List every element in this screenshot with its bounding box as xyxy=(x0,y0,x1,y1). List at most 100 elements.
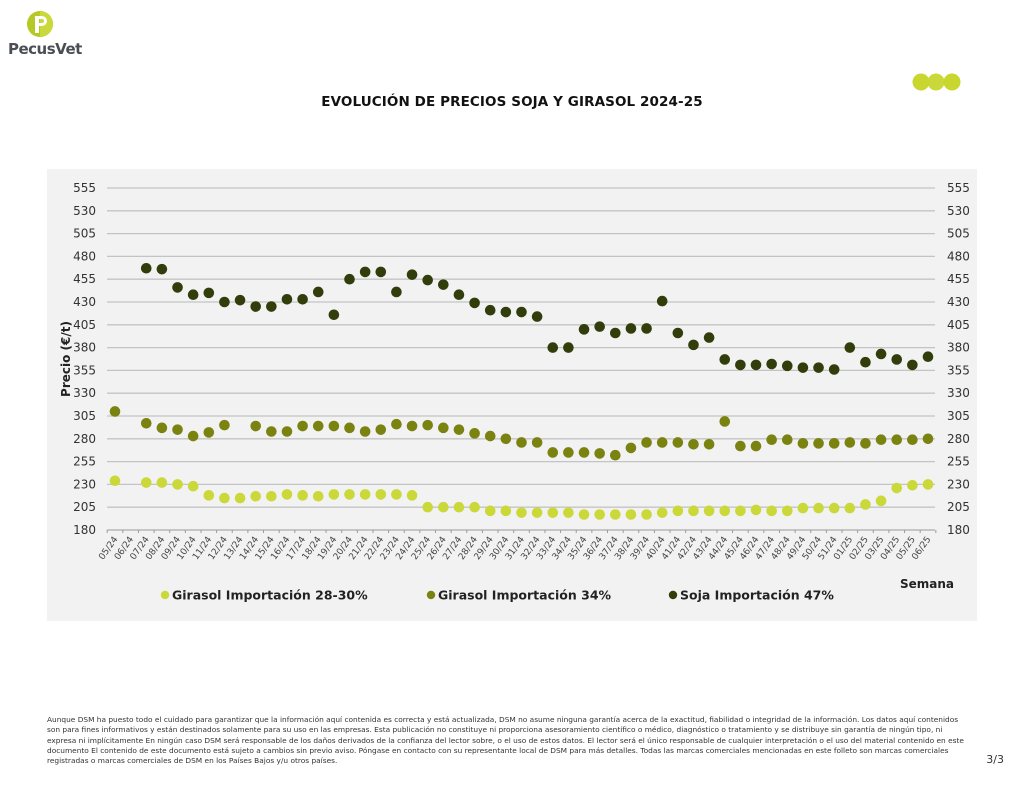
y-tick-label-right: 530 xyxy=(947,204,970,218)
series-1 xyxy=(109,406,934,461)
data-point xyxy=(828,502,840,514)
data-point xyxy=(266,426,277,437)
data-point xyxy=(266,301,277,312)
data-point xyxy=(563,342,574,353)
data-point xyxy=(860,356,871,368)
data-point xyxy=(610,509,621,520)
data-point xyxy=(312,490,324,502)
data-point xyxy=(453,289,465,301)
chart-panel: 180 205 230 255 280 305 330 355 380 405 430 455 480 5… xyxy=(47,169,977,621)
data-point xyxy=(312,286,324,298)
data-point xyxy=(641,323,652,334)
data-point xyxy=(594,509,605,520)
data-point xyxy=(860,438,871,449)
data-point xyxy=(391,418,402,430)
data-point xyxy=(187,289,199,301)
page-title: EVOLUCIÓN DE PRECIOS SOJA Y GIRASOL 2024… xyxy=(321,94,703,110)
data-point xyxy=(344,422,355,434)
legend-label: Girasol Importación 34% xyxy=(438,588,612,603)
data-point xyxy=(531,437,543,448)
data-point xyxy=(907,359,918,371)
data-point xyxy=(907,434,918,446)
data-point xyxy=(641,509,652,520)
data-point xyxy=(422,274,433,286)
data-point xyxy=(406,490,418,501)
data-point xyxy=(187,480,199,492)
y-tick-label-right: 330 xyxy=(947,386,970,400)
data-point xyxy=(203,490,215,501)
data-point xyxy=(766,505,777,517)
data-point xyxy=(750,359,762,371)
data-point xyxy=(484,505,496,517)
y-tick-label-left: 505 xyxy=(73,227,96,241)
data-point xyxy=(766,358,777,370)
data-point xyxy=(797,438,809,449)
data-point xyxy=(797,502,809,514)
data-point xyxy=(516,507,527,518)
y-tick-label-left: 180 xyxy=(73,523,96,537)
data-point xyxy=(438,279,449,290)
data-point xyxy=(688,505,699,517)
data-point xyxy=(328,309,340,321)
data-point xyxy=(359,489,371,500)
data-point xyxy=(484,430,496,442)
data-point xyxy=(109,406,121,417)
data-point xyxy=(297,420,308,432)
data-point xyxy=(922,479,934,490)
y-tick-label-left: 430 xyxy=(73,295,96,309)
data-point xyxy=(375,424,387,435)
data-point xyxy=(625,323,637,334)
data-point xyxy=(766,434,777,446)
data-point xyxy=(735,359,746,371)
data-point xyxy=(797,362,809,373)
data-point xyxy=(594,448,605,459)
y-tick-label-right: 230 xyxy=(947,477,970,491)
data-point xyxy=(156,422,168,434)
data-point xyxy=(813,502,824,514)
data-point xyxy=(672,505,684,517)
y-tick-label-right: 455 xyxy=(947,272,970,286)
data-point xyxy=(140,417,152,429)
data-point xyxy=(781,434,793,446)
data-point xyxy=(781,505,793,517)
data-point xyxy=(250,490,262,502)
data-point xyxy=(391,286,402,298)
y-tick-label-right: 380 xyxy=(947,341,970,355)
data-point xyxy=(344,489,355,500)
y-tick-label-left: 455 xyxy=(73,272,96,286)
x-axis-title: Semana xyxy=(900,577,954,591)
data-point xyxy=(641,437,652,448)
data-point xyxy=(328,489,340,500)
legend-marker-icon xyxy=(426,590,436,600)
data-point xyxy=(438,501,449,513)
data-point xyxy=(172,424,183,435)
legend-item: Girasol Importación 34% xyxy=(426,588,612,603)
data-point xyxy=(109,475,121,487)
y-tick-label-left: 405 xyxy=(73,318,96,332)
data-point xyxy=(219,492,230,504)
data-point xyxy=(844,342,856,353)
legend-marker-icon xyxy=(160,590,170,600)
data-point xyxy=(875,348,887,360)
data-point xyxy=(453,424,465,435)
data-point xyxy=(610,449,621,461)
data-point xyxy=(875,434,887,446)
data-point xyxy=(688,438,699,450)
data-point xyxy=(563,447,574,458)
data-point xyxy=(453,501,465,513)
data-point xyxy=(156,477,168,488)
data-point xyxy=(172,479,183,490)
data-point xyxy=(781,360,793,372)
data-point xyxy=(391,489,402,500)
data-point xyxy=(203,427,215,438)
page-number: 3/3 xyxy=(986,753,1004,766)
data-point xyxy=(625,442,637,454)
y-tick-label-right: 430 xyxy=(947,295,970,309)
data-point xyxy=(703,438,715,450)
y-tick-label-right: 305 xyxy=(947,409,970,423)
data-point xyxy=(187,430,199,442)
data-point xyxy=(922,433,934,445)
data-point xyxy=(578,324,590,335)
y-tick-label-left: 530 xyxy=(73,204,96,218)
data-point xyxy=(281,426,293,437)
